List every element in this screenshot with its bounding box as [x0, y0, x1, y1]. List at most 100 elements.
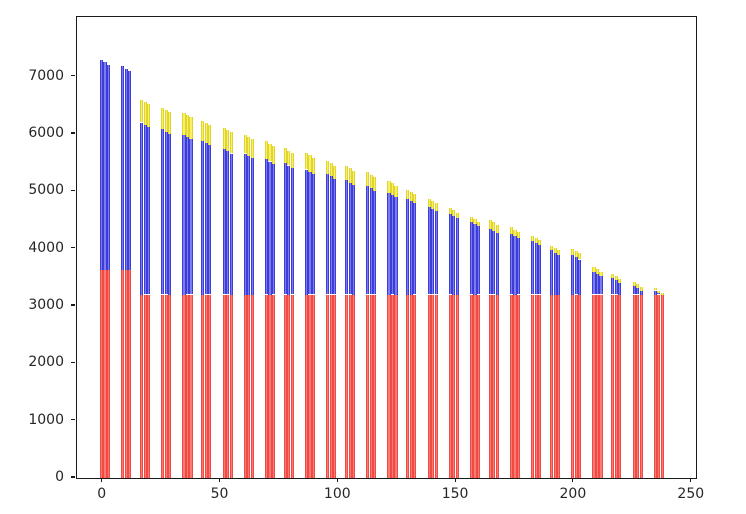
bar-segment-blue — [161, 129, 165, 295]
bar-segment-blue — [611, 277, 615, 295]
bar-segment-red — [495, 294, 499, 478]
bar-segment-yellow — [394, 185, 398, 198]
bar-segment-yellow — [226, 130, 230, 152]
y-tick-label: 5000 — [28, 182, 64, 199]
bar-segment-yellow — [639, 286, 643, 291]
y-axis-tick — [71, 132, 75, 134]
bar-segment-blue — [406, 198, 410, 295]
bar-segment-blue — [182, 134, 186, 295]
y-tick-label: 3000 — [28, 297, 64, 313]
bar-segment-blue — [287, 165, 291, 295]
bar-segment-red — [304, 294, 309, 478]
bar-segment-yellow — [201, 120, 205, 141]
bar-segment-blue — [226, 151, 230, 295]
bar-segment-red — [204, 294, 208, 478]
y-axis-tick — [71, 476, 75, 478]
bar-segment-blue — [185, 136, 190, 295]
bar-segment-yellow — [140, 99, 144, 123]
bar-segment-blue — [476, 226, 481, 295]
bar-segment-red — [509, 294, 514, 478]
bar-segment-red — [476, 294, 481, 478]
bar-segment-yellow — [595, 269, 600, 274]
bar-segment-yellow — [366, 172, 370, 187]
bar-segment-yellow — [290, 152, 294, 168]
bar-segment-red — [614, 294, 618, 478]
bar-segment-red — [488, 294, 492, 478]
bar-segment-red — [243, 294, 247, 478]
bar-segment-red — [473, 294, 477, 478]
bar-segment-blue — [618, 282, 622, 295]
bar-segment-red — [326, 294, 330, 478]
bar-segment-red — [534, 294, 538, 478]
bar-segment-blue — [553, 252, 557, 295]
y-axis-tick — [71, 304, 75, 306]
bar-segment-blue — [329, 176, 333, 295]
bar-segment-blue — [614, 280, 618, 295]
bar-segment-yellow — [495, 224, 499, 234]
bar-segment-blue — [394, 197, 398, 295]
bar-segment-blue — [431, 209, 435, 295]
bar-segment-blue — [571, 255, 575, 295]
bar-segment-blue — [345, 180, 349, 295]
y-tick-label: 6000 — [28, 125, 64, 141]
bar-segment-red — [283, 294, 287, 478]
bar-segment-red — [143, 294, 147, 478]
bar-segment-red — [632, 294, 636, 478]
bar-segment-blue — [557, 255, 561, 295]
bar-segment-red — [161, 294, 165, 478]
bar-segment-red — [469, 294, 474, 478]
bar-segment-blue — [271, 163, 276, 295]
bar-segment-yellow — [208, 125, 212, 146]
bar-segment-yellow — [283, 148, 287, 164]
bar-segment-yellow — [308, 155, 312, 172]
bar-segment-yellow — [243, 134, 247, 154]
bar-segment-red — [229, 294, 233, 478]
bar-segment-blue — [147, 127, 151, 295]
bar-segment-red — [550, 294, 554, 478]
x-axis-tick — [454, 478, 456, 483]
y-tick-label: 4000 — [28, 239, 64, 256]
bar-segment-yellow — [329, 163, 333, 177]
bar-segment-red — [516, 294, 521, 478]
bar-segment-blue — [243, 153, 247, 295]
bar-segment-red — [406, 294, 410, 478]
bar-segment-blue — [509, 233, 514, 295]
bar-segment-yellow — [538, 240, 542, 246]
bar-segment-red — [653, 294, 657, 478]
x-tick-label: 100 — [323, 486, 351, 502]
bar-segment-red — [492, 294, 496, 478]
bar-segment-red — [578, 294, 582, 478]
bar-segment-blue — [268, 161, 272, 295]
bar-segment-blue — [469, 221, 474, 295]
bar-segment-yellow — [143, 101, 147, 125]
bar-segment-yellow — [636, 284, 640, 289]
bar-segment-blue — [595, 273, 600, 295]
bar-segment-blue — [106, 64, 111, 271]
x-tick-label: 150 — [441, 486, 469, 502]
bar-segment-red — [208, 294, 212, 478]
bar-segment-blue — [164, 131, 168, 295]
y-axis-tick — [71, 419, 75, 421]
bar-segment-yellow — [369, 174, 373, 189]
bar-segment-red — [352, 294, 356, 478]
bar-segment-red — [121, 270, 125, 478]
bar-segment-blue — [208, 145, 212, 295]
x-axis-tick — [218, 478, 221, 483]
bar-segment-red — [271, 294, 276, 478]
bar-segment-red — [434, 294, 438, 478]
bar-segment-blue — [413, 203, 417, 295]
x-tick-label: 50 — [210, 486, 229, 502]
bar-segment-yellow — [660, 292, 664, 296]
bar-segment-red — [574, 294, 578, 478]
bar-segment-yellow — [164, 109, 168, 132]
bar-segment-red — [250, 294, 254, 478]
bar-segment-red — [287, 294, 291, 478]
bar-segment-blue — [348, 182, 352, 295]
bar-segment-yellow — [469, 217, 474, 222]
bar-segment-blue — [121, 66, 125, 271]
bar-segment-blue — [495, 233, 499, 295]
x-axis-tick — [101, 478, 103, 483]
bar-segment-red — [636, 294, 640, 478]
y-axis-tick — [71, 361, 75, 363]
